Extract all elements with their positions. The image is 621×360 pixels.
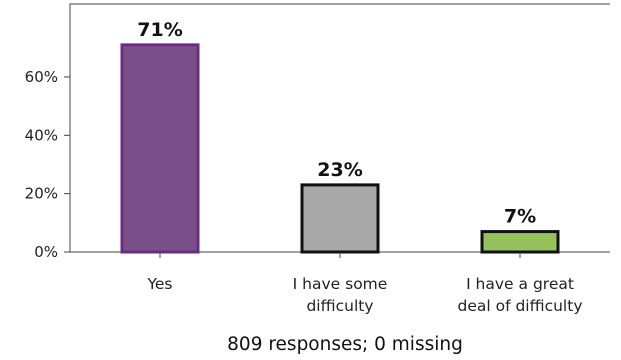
data-label: 71% <box>137 19 182 41</box>
bar <box>122 45 198 252</box>
plot-area: 0% 20% 40% 60% 71% Yes 23% I have some difficult… <box>25 4 610 315</box>
x-tick-label: difficulty <box>306 297 373 315</box>
y-tick-label: 60% <box>25 68 58 86</box>
responses-footer: 809 responses; 0 missing <box>227 334 463 355</box>
x-tick-label: Yes <box>146 275 172 293</box>
data-label: 23% <box>317 159 362 181</box>
y-tick-label: 20% <box>25 185 58 203</box>
y-tick-label: 40% <box>25 126 58 144</box>
x-tick-label: deal of difficulty <box>457 297 582 315</box>
bar <box>482 232 558 252</box>
bar <box>302 185 378 252</box>
x-tick-label: I have a great <box>466 275 574 293</box>
x-tick-label: I have some <box>293 275 388 293</box>
data-label: 7% <box>504 206 536 228</box>
y-tick-label: 0% <box>34 243 58 261</box>
